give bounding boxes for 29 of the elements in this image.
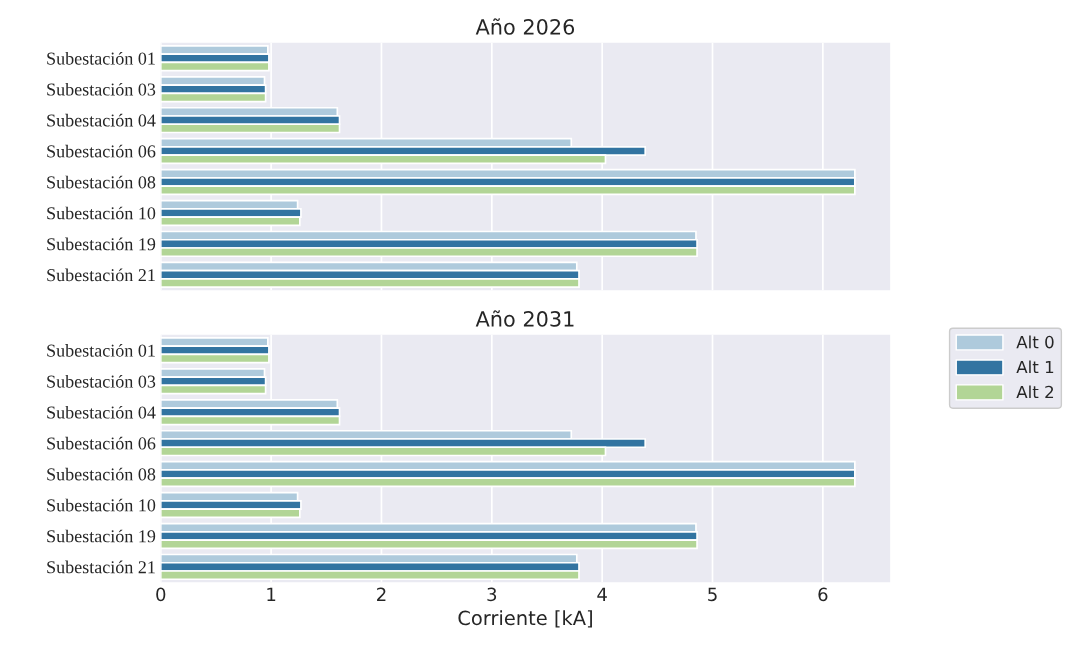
- y-tick-label: Subestación 01: [47, 51, 155, 65]
- y-tick-label: Subestación 03: [47, 374, 156, 388]
- y-tick-label: Subestación 08: [47, 467, 156, 481]
- x-tick-label: 3: [487, 587, 497, 602]
- y-tick-label: Subestación 03: [47, 82, 156, 96]
- chart-title: Año 2031: [475, 310, 574, 327]
- legend-label: Alt 2: [1016, 385, 1054, 399]
- x-tick-label: 2: [377, 587, 386, 601]
- y-tick-label: Subestación 01: [47, 344, 155, 357]
- y-tick-label: Subestación 04: [47, 113, 156, 127]
- y-tick-label: Subestación 04: [47, 405, 156, 419]
- x-axis-title: Corriente [kA]: [458, 610, 592, 628]
- y-tick-label: Subestación 06: [47, 436, 156, 450]
- x-tick-label: 4: [597, 587, 607, 601]
- x-tick-label: 6: [818, 587, 828, 602]
- y-tick-label: Subestación 10: [47, 498, 156, 512]
- y-tick-label: Subestación 19: [47, 529, 156, 543]
- legend-label: Alt 0: [1016, 335, 1054, 349]
- legend-label: Alt 1: [1016, 360, 1054, 374]
- y-tick-label: Subestación 21: [47, 560, 155, 574]
- y-tick-label: Subestación 06: [47, 144, 156, 158]
- chart-title: Año 2026: [475, 18, 575, 35]
- x-tick-label: 1: [267, 587, 276, 601]
- y-tick-label: Subestación 10: [47, 206, 156, 220]
- y-tick-label: Subestación 08: [47, 175, 156, 189]
- y-tick-label: Subestación 19: [47, 237, 156, 251]
- y-tick-label: Subestación 21: [47, 268, 155, 282]
- x-tick-label: 0: [156, 587, 166, 602]
- x-tick-label: 5: [708, 587, 717, 602]
